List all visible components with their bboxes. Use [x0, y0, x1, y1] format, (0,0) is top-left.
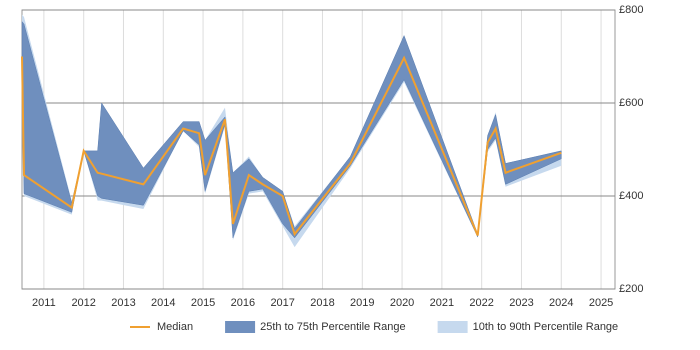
x-tick-label: 2020 [390, 297, 414, 309]
x-tick-label: 2024 [549, 297, 573, 309]
x-tick-label: 2011 [32, 297, 56, 309]
median-line [21, 55, 562, 237]
x-tick-label: 2016 [231, 297, 255, 309]
y-tick-label: £800 [619, 4, 643, 16]
x-tick-label: 2014 [151, 297, 175, 309]
x-tick-label: 2022 [469, 297, 493, 309]
legend-label: 10th to 90th Percentile Range [473, 321, 619, 333]
x-tick-label: 2012 [71, 297, 95, 309]
legend-label: Median [157, 321, 193, 333]
range-band [21, 20, 562, 239]
y-tick-label: £200 [619, 283, 643, 295]
legend-swatch [437, 321, 468, 333]
x-tick-label: 2025 [589, 297, 613, 309]
y-tick-label: £600 [619, 97, 643, 109]
x-tick-label: 2021 [430, 297, 454, 309]
y-tick-label: £400 [619, 190, 643, 202]
x-tick-label: 2017 [270, 297, 294, 309]
legend-label: 25th to 75th Percentile Range [260, 321, 406, 333]
x-tick-label: 2013 [111, 297, 135, 309]
x-tick-label: 2019 [350, 297, 374, 309]
x-tick-label: 2015 [191, 297, 215, 309]
x-tick-label: 2018 [310, 297, 334, 309]
x-tick-label: 2023 [509, 297, 533, 309]
legend-swatch [225, 321, 256, 333]
